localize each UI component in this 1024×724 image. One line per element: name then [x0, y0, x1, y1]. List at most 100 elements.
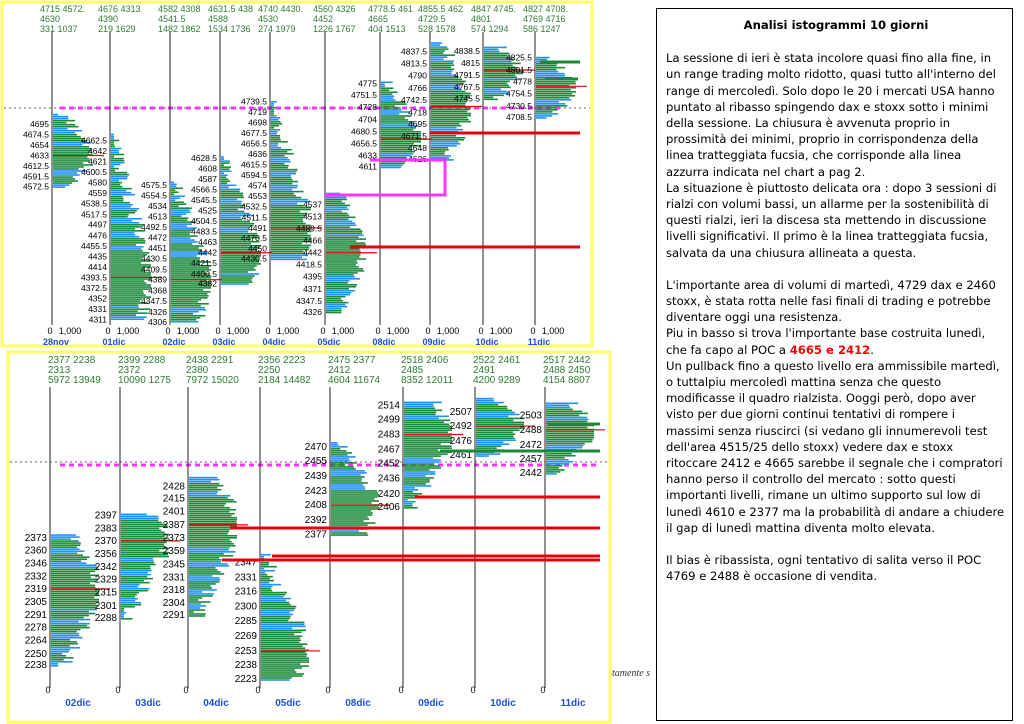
- volume-bar: [271, 242, 303, 245]
- volume-bar: [51, 540, 79, 542]
- session-header-value: 2399 2288: [118, 355, 166, 366]
- volume-bar: [476, 401, 504, 404]
- volume-bar: [431, 78, 463, 81]
- volume-bar: [431, 82, 465, 85]
- volume-bar: [326, 274, 354, 276]
- volume-bar: [326, 305, 348, 308]
- volume-bar: [261, 631, 302, 634]
- volume-bar: [171, 207, 192, 209]
- volume-bar: [484, 70, 524, 73]
- volume-bar: [271, 250, 304, 253]
- volume-bar: [51, 544, 81, 546]
- volume-bar: [189, 567, 216, 569]
- volume-bar: [111, 185, 123, 188]
- volume-bar: [431, 149, 449, 151]
- volume-bar: [331, 474, 361, 476]
- volume-bar: [53, 115, 69, 118]
- x-tick-label: 0: [375, 326, 380, 336]
- volume-bar: [121, 559, 154, 562]
- x-tick-label: 0: [265, 326, 270, 336]
- price-label: 4347.5: [141, 296, 167, 306]
- volume-bar: [111, 181, 123, 184]
- price-label: 2346: [25, 558, 48, 569]
- volume-bar: [121, 579, 145, 582]
- volume-bar: [381, 152, 414, 155]
- price-label: 4695: [408, 119, 427, 129]
- volume-bar: [326, 230, 363, 232]
- volume-bar: [476, 405, 508, 408]
- volume-bar: [546, 458, 569, 461]
- price-label: 2408: [305, 500, 328, 511]
- volume-bar: [189, 530, 229, 533]
- volume-bar: [326, 250, 361, 252]
- volume-bar: [261, 607, 296, 610]
- session-header-value: 8352 12011: [401, 375, 454, 386]
- volume-bar: [484, 72, 523, 75]
- volume-bar: [381, 142, 414, 145]
- volume-bar: [331, 500, 379, 502]
- volume-bar: [221, 194, 244, 197]
- volume-bar: [431, 144, 457, 147]
- volume-bar: [189, 526, 237, 529]
- volume-bar: [271, 124, 280, 127]
- volume-bar: [271, 196, 302, 199]
- volume-bar: [221, 244, 261, 247]
- volume-bar: [546, 442, 585, 445]
- volume-bar: [189, 555, 234, 557]
- volume-bar: [171, 297, 208, 299]
- volume-bar: [404, 419, 451, 422]
- volume-bar: [221, 200, 242, 203]
- volume-bar: [271, 160, 291, 163]
- price-label: 4615.5: [241, 159, 267, 169]
- price-label: 2253: [235, 646, 258, 657]
- volume-bar: [326, 204, 351, 207]
- volume-bar: [331, 486, 365, 488]
- volume-bar: [51, 538, 71, 540]
- volume-bar: [51, 590, 99, 593]
- volume-bar: [221, 180, 231, 183]
- volume-bar: [171, 205, 179, 207]
- volume-bar: [221, 279, 252, 281]
- volume-bar: [53, 160, 90, 162]
- volume-bar: [111, 197, 124, 200]
- session-header-value: 586 1247: [523, 24, 561, 34]
- volume-bar: [121, 589, 149, 592]
- volume-bar: [111, 141, 114, 144]
- volume-bar: [51, 558, 88, 561]
- volume-bar: [476, 403, 499, 406]
- price-label: 2370: [95, 536, 118, 547]
- price-label: 4801.5: [506, 65, 532, 75]
- volume-bar: [221, 158, 224, 160]
- volume-bar: [111, 139, 120, 142]
- volume-bar: [53, 144, 83, 146]
- volume-bar: [111, 217, 142, 220]
- x-tick-label: 1,000: [542, 326, 565, 336]
- volume-bar: [271, 210, 300, 213]
- volume-bar: [221, 206, 242, 209]
- volume-bar: [171, 308, 207, 311]
- price-label: 2488: [520, 425, 543, 436]
- volume-bar: [111, 159, 125, 162]
- session-header-value: 2438 2291: [186, 355, 234, 366]
- volume-bar: [111, 133, 114, 136]
- volume-bar: [271, 234, 311, 237]
- volume-bar: [53, 176, 73, 178]
- volume-bar: [404, 469, 430, 471]
- price-label: 4575.5: [141, 180, 167, 190]
- volume-bar: [121, 595, 136, 598]
- volume-bar: [476, 453, 501, 455]
- volume-bar: [326, 291, 352, 294]
- session-header-value: 1226 1767: [313, 24, 356, 34]
- volume-bar: [111, 157, 124, 160]
- price-label: 4451: [148, 243, 167, 253]
- session-header-value: 219 1629: [98, 24, 136, 34]
- volume-bar: [121, 605, 135, 608]
- volume-bar: [111, 266, 151, 268]
- volume-bar: [111, 238, 145, 240]
- volume-bar: [381, 129, 414, 131]
- price-label: 4511.5: [242, 212, 268, 222]
- price-label: 4389: [148, 275, 167, 285]
- volume-bar: [271, 158, 290, 161]
- volume-bar: [189, 565, 230, 567]
- volume-bar: [331, 462, 357, 464]
